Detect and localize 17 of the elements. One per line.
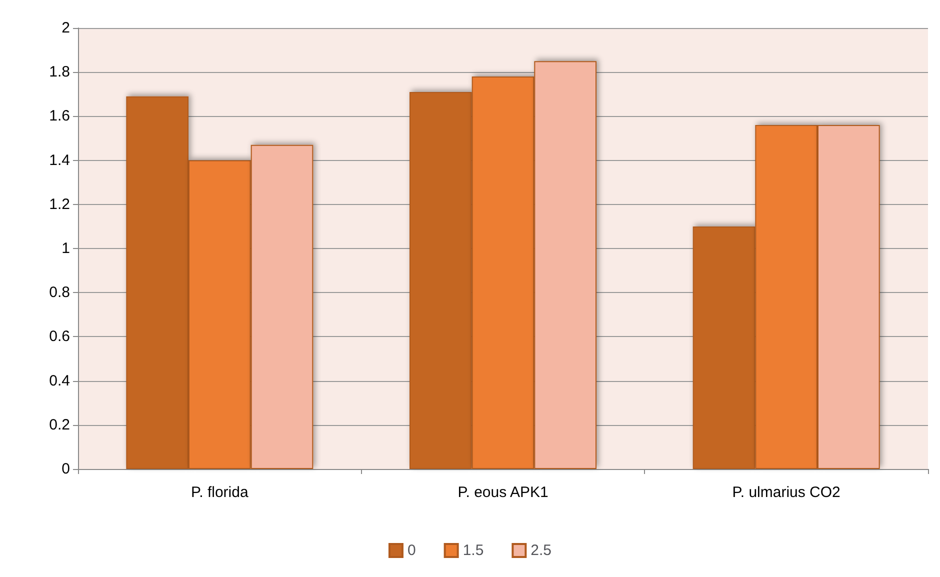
y-tick-label: 0 bbox=[62, 460, 70, 478]
x-tick-label: P. eous APK1 bbox=[458, 484, 548, 501]
y-tick-label: 0.6 bbox=[49, 328, 70, 346]
y-tick-label: 1.4 bbox=[49, 152, 70, 169]
y-tick-label: 1.8 bbox=[49, 64, 70, 81]
y-tick-label: 0.4 bbox=[49, 372, 70, 390]
y-tick-label: 1.6 bbox=[49, 108, 70, 125]
y-tick-label: 0.8 bbox=[49, 284, 70, 302]
x-tick-label: P. florida bbox=[191, 484, 249, 501]
y-tick-label: 1 bbox=[62, 240, 70, 257]
legend-label: 2.5 bbox=[530, 542, 552, 559]
y-tick-label: 2 bbox=[62, 20, 70, 36]
y-tick-label: 0.2 bbox=[49, 416, 70, 434]
legend-label: 1.5 bbox=[462, 542, 484, 559]
legend-label: 0 bbox=[407, 542, 416, 559]
x-tick-label: P. ulmarius CO2 bbox=[732, 484, 840, 501]
y-tick-label: 1.2 bbox=[49, 196, 70, 213]
